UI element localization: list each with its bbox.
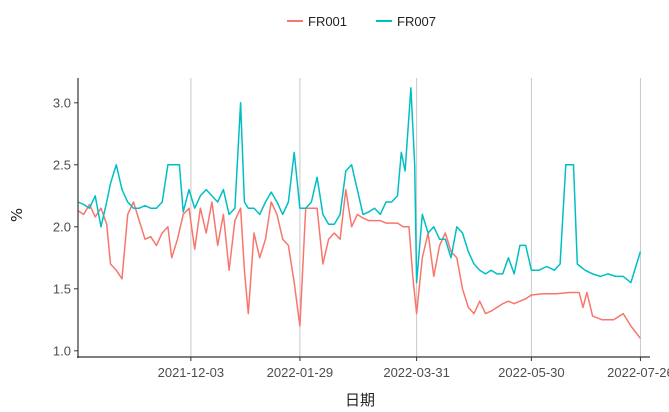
x-tick-label: 2022-07-26: [607, 365, 669, 380]
y-tick-label: 2.5: [53, 157, 71, 172]
x-tick-label: 2021-12-03: [158, 365, 225, 380]
legend-label-fr001: FR001: [308, 14, 347, 29]
series-lines: [77, 87, 642, 339]
axes: 1.0 1.5 2.0 2.5 3.0 2021-12-03 2022-01-29 2022-…: [53, 78, 669, 380]
y-tick-label: 1.0: [53, 343, 71, 358]
x-axis-title: 日期: [345, 391, 375, 409]
x-tick-label: 2022-05-30: [498, 365, 565, 380]
series-line-fr007: [77, 87, 642, 284]
x-tick-label: 2022-01-29: [267, 365, 334, 380]
y-tick-label: 3.0: [53, 95, 71, 110]
y-axis-title: %: [8, 208, 26, 222]
series-line-fr001: [77, 188, 641, 339]
y-tick-label: 1.5: [53, 281, 71, 296]
x-tick-label: 2022-03-31: [383, 365, 450, 380]
y-tick-label: 2.0: [53, 219, 71, 234]
legend-label-fr007: FR007: [397, 14, 436, 29]
legend: FR001 FR007: [287, 14, 436, 29]
